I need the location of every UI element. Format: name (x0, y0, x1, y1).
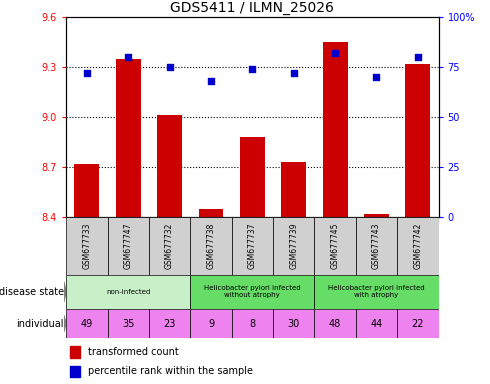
Point (290, 70, 297, 76)
Bar (74, 164, 99, 217)
Text: 44: 44 (370, 318, 383, 329)
Bar (149, 217, 190, 275)
Bar (315, 217, 356, 275)
Bar (356, 217, 397, 275)
Text: GSM677747: GSM677747 (123, 222, 133, 269)
Bar (364, 214, 389, 217)
Bar (107, 309, 149, 338)
Bar (116, 59, 141, 217)
Point (248, 66, 256, 72)
Bar (232, 309, 273, 338)
Bar (70, 346, 80, 358)
Text: GSM677739: GSM677739 (289, 222, 298, 269)
Bar (66, 309, 107, 338)
Text: percentile rank within the sample: percentile rank within the sample (88, 366, 253, 376)
Bar (323, 42, 347, 217)
Point (331, 50, 339, 56)
Bar (198, 209, 223, 217)
Text: non-infected: non-infected (106, 289, 150, 295)
Text: transformed count: transformed count (88, 347, 178, 357)
Title: GDS5411 / ILMN_25026: GDS5411 / ILMN_25026 (171, 1, 334, 15)
Bar (66, 275, 190, 309)
Text: GSM677742: GSM677742 (414, 223, 422, 269)
Text: 9: 9 (208, 318, 214, 329)
Bar (70, 366, 80, 377)
Polygon shape (64, 315, 66, 332)
Bar (157, 116, 182, 217)
Bar (190, 309, 232, 338)
Bar (405, 64, 430, 217)
Text: GSM677732: GSM677732 (165, 223, 174, 269)
Bar (273, 217, 315, 275)
Text: GSM677743: GSM677743 (372, 222, 381, 269)
Text: GSM677733: GSM677733 (82, 222, 91, 269)
Bar (397, 309, 439, 338)
Bar (149, 309, 190, 338)
Text: individual: individual (16, 318, 64, 329)
Text: GSM677737: GSM677737 (248, 222, 257, 269)
Bar (273, 309, 315, 338)
Bar (281, 162, 306, 217)
Text: 30: 30 (288, 318, 300, 329)
Text: Helicobacter pylori infected
with atrophy: Helicobacter pylori infected with atroph… (328, 285, 425, 298)
Text: GSM677738: GSM677738 (206, 223, 216, 269)
Bar (190, 275, 315, 309)
Text: disease state: disease state (0, 287, 64, 297)
Bar (66, 217, 107, 275)
Point (414, 54, 422, 60)
Text: Helicobacter pylori infected
without atrophy: Helicobacter pylori infected without atr… (204, 285, 301, 298)
Point (83, 70, 91, 76)
Text: 22: 22 (412, 318, 424, 329)
Bar (240, 137, 265, 217)
Text: 49: 49 (81, 318, 93, 329)
Polygon shape (64, 281, 66, 302)
Text: 23: 23 (163, 318, 176, 329)
Point (166, 64, 173, 70)
Bar (397, 217, 439, 275)
Text: 48: 48 (329, 318, 341, 329)
Point (372, 74, 380, 80)
Text: 35: 35 (122, 318, 134, 329)
Bar (315, 309, 356, 338)
Bar (107, 217, 149, 275)
Text: GSM677745: GSM677745 (331, 222, 340, 269)
Point (207, 78, 215, 84)
Bar (315, 275, 439, 309)
Bar (190, 217, 232, 275)
Bar (232, 217, 273, 275)
Text: 8: 8 (249, 318, 255, 329)
Point (124, 54, 132, 60)
Bar (356, 309, 397, 338)
